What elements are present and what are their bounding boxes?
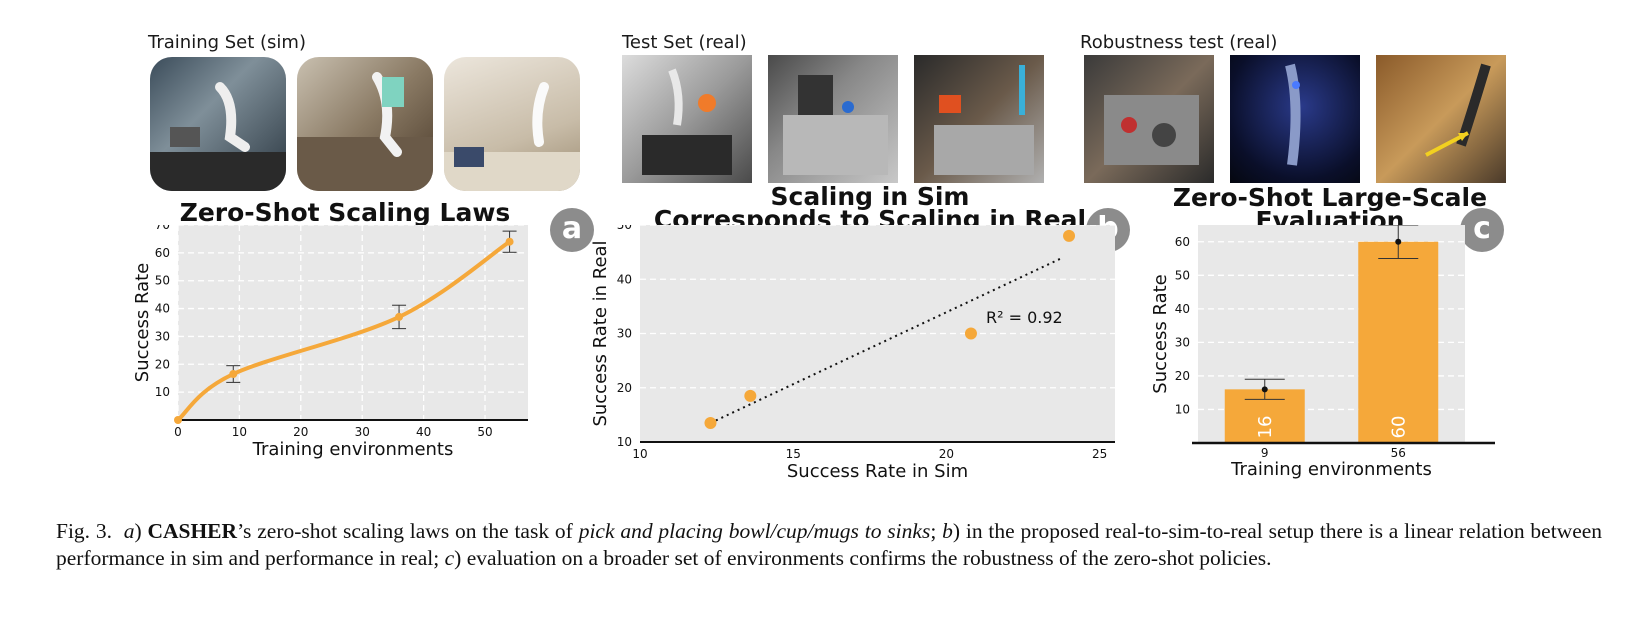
robust-cluttered-sink: [1084, 55, 1214, 183]
x-axis-label: Training environments: [1230, 459, 1432, 480]
sim-kitchen-tiles: [150, 57, 286, 191]
chart-a-scaling-laws: 10 20 30 40 50 60 70 0 10 20 30 40 50 Training enviro…: [132, 225, 528, 460]
y-tick-label: 30: [155, 329, 170, 343]
data-point: [229, 370, 238, 379]
caption-c-label: c: [444, 546, 455, 570]
chart-c-badge: c: [1460, 208, 1504, 252]
caption-fig-label: Fig. 3.: [56, 519, 113, 543]
x-tick-label: 20: [939, 447, 954, 461]
y-axis-label: Success Rate: [132, 263, 153, 382]
data-point: [505, 237, 514, 246]
y-tick-label: 40: [617, 272, 632, 286]
x-tick-label: 40: [416, 425, 431, 439]
fit-line: [710, 256, 1064, 424]
y-tick-label: 50: [1175, 268, 1190, 282]
x-tick-label: 50: [477, 425, 492, 439]
real-kitchen-sink-1: [622, 55, 752, 183]
caption-text-3: ) in the proposed real-to-sim-to-real se…: [56, 519, 1603, 570]
x-tick-label: 10: [232, 425, 247, 439]
caption-text-2: ;: [930, 519, 937, 543]
x-tick-label: 20: [293, 425, 308, 439]
data-point: [744, 389, 757, 402]
data-point: [704, 417, 717, 430]
bar: [1358, 241, 1439, 443]
chart-a-title: Zero-Shot Scaling Laws: [179, 198, 511, 227]
x-tick-label: 9: [1261, 446, 1269, 460]
y-tick-label: 10: [1175, 402, 1190, 416]
chart-c-title: Zero-Shot Large-Scale: [1172, 183, 1488, 212]
r-squared-annotation: R² = 0.92: [986, 308, 1063, 327]
chart-a-badge: a: [550, 208, 594, 252]
y-tick-label: 10: [155, 385, 170, 399]
caption-a-close: ): [134, 519, 142, 543]
sim-kitchen-colorful: [297, 57, 433, 191]
sim-kitchen-white: [444, 57, 580, 191]
x-axis-label: Success Rate in Sim: [787, 461, 968, 482]
y-tick-label: 60: [1175, 235, 1190, 249]
y-tick-label: 50: [617, 225, 632, 232]
real-kitchen-sink-2: [768, 55, 898, 183]
data-point: [1063, 229, 1076, 242]
y-tick-label: 40: [155, 302, 170, 316]
robust-arrow-scene: [1376, 55, 1506, 183]
y-axis-label: Success Rate in Real: [590, 240, 611, 426]
y-tick-label: 30: [1175, 335, 1190, 349]
data-point: [964, 327, 977, 340]
test-set-label: Test Set (real): [622, 32, 747, 53]
figure-caption: Fig. 3. a) CASHER’s zero-shot scaling la…: [56, 518, 1602, 572]
mean-marker: [1261, 386, 1268, 393]
robustness-test-label: Robustness test (real): [1080, 32, 1278, 53]
y-tick-label: 10: [617, 435, 632, 449]
y-axis-label: Success Rate: [1150, 274, 1171, 393]
x-tick-label: 25: [1092, 447, 1107, 461]
y-tick-label: 70: [155, 225, 170, 232]
caption-method-name: CASHER: [147, 519, 238, 543]
real-kitchen-sink-3: [914, 55, 1044, 183]
caption-text-4: ) evaluation on a broader set of environ…: [454, 546, 1272, 570]
y-tick-label: 20: [617, 381, 632, 395]
training-set-label: Training Set (sim): [148, 32, 306, 53]
plot-background: [178, 225, 528, 420]
mean-marker: [1395, 238, 1402, 245]
x-tick-label: 0: [174, 425, 182, 439]
y-tick-label: 20: [155, 357, 170, 371]
x-tick-label: 10: [632, 447, 647, 461]
series-line: [176, 240, 511, 422]
y-tick-label: 50: [155, 274, 170, 288]
y-tick-label: 20: [1175, 369, 1190, 383]
x-tick-label: 30: [355, 425, 370, 439]
x-tick-label: 56: [1391, 446, 1406, 460]
bar-value-label: 60: [1388, 416, 1409, 439]
robust-dark-scene: [1230, 55, 1360, 183]
data-point: [174, 416, 182, 424]
x-tick-label: 15: [786, 447, 801, 461]
chart-b-title: Scaling in Sim: [770, 182, 970, 211]
caption-a-label: a: [123, 519, 135, 543]
caption-b-label: b: [942, 519, 953, 543]
caption-task: pick and placing bowl/cup/mugs to sinks: [578, 519, 931, 543]
y-tick-label: 30: [617, 327, 632, 341]
bar-value-label: 16: [1255, 416, 1276, 439]
chart-b-sim-vs-real: 10 20 30 40 50 10 15 20 25 R² = 0.92 Success Rate …: [590, 225, 1115, 482]
caption-text-1: ’s zero-shot scaling laws on the task of: [237, 519, 573, 543]
data-point: [395, 312, 404, 321]
y-tick-label: 40: [1175, 302, 1190, 316]
y-tick-label: 60: [155, 246, 170, 260]
x-axis-label: Training environments: [252, 439, 454, 460]
